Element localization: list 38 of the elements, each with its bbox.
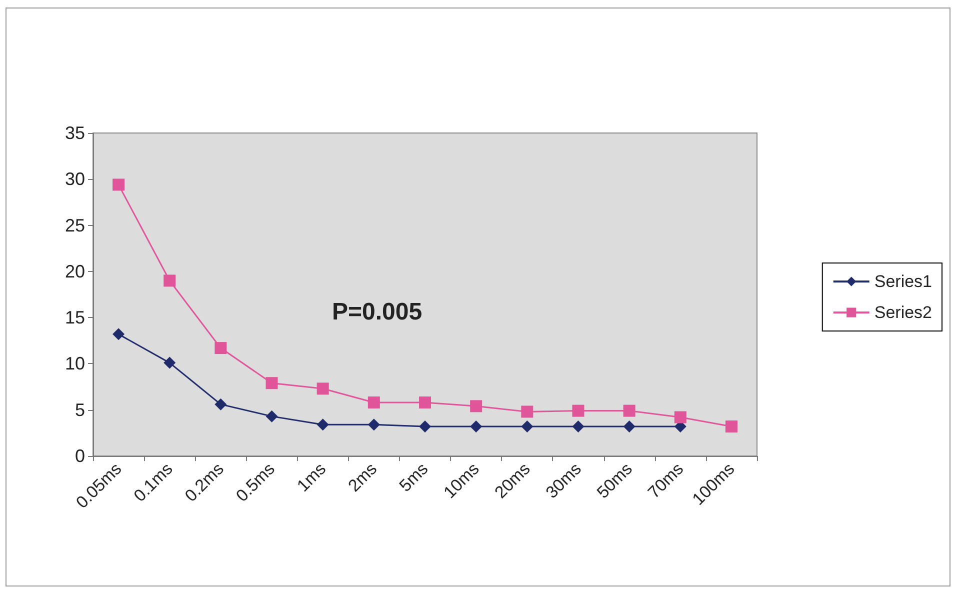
point (470, 420, 482, 432)
y-tick-label: 35 (64, 123, 85, 143)
point (623, 404, 636, 417)
point (266, 410, 278, 422)
point (164, 356, 176, 369)
x-tick-label: 2ms (344, 459, 381, 496)
point (470, 400, 482, 412)
y-tick-label: 20 (64, 261, 85, 282)
point (521, 406, 534, 418)
point (419, 420, 431, 432)
x-tick-label: 1ms (293, 459, 330, 496)
point (214, 342, 227, 354)
y-tick-label: 5 (74, 400, 85, 420)
annotation: P=0.005 (332, 298, 422, 326)
point (725, 420, 738, 432)
point (368, 396, 380, 408)
point (164, 274, 176, 287)
point (521, 420, 534, 432)
y-tick-label: 10 (64, 354, 85, 374)
legend-label: Series2 (874, 303, 932, 322)
point (572, 420, 584, 432)
point (266, 377, 278, 390)
y-tick-label: 30 (64, 169, 85, 190)
x-tick-label: 5ms (396, 459, 432, 496)
point (316, 382, 329, 395)
point (112, 328, 125, 340)
point (214, 398, 227, 410)
legend-label: Series1 (874, 272, 932, 291)
y-tick-label: 25 (64, 215, 85, 236)
y-tick-label: 15 (64, 308, 85, 328)
point (623, 420, 636, 432)
point (316, 418, 329, 431)
y-tick-label: 0 (74, 446, 85, 466)
point (112, 178, 125, 191)
point (674, 411, 686, 424)
point (572, 404, 584, 417)
point (368, 418, 380, 431)
point (419, 396, 431, 408)
